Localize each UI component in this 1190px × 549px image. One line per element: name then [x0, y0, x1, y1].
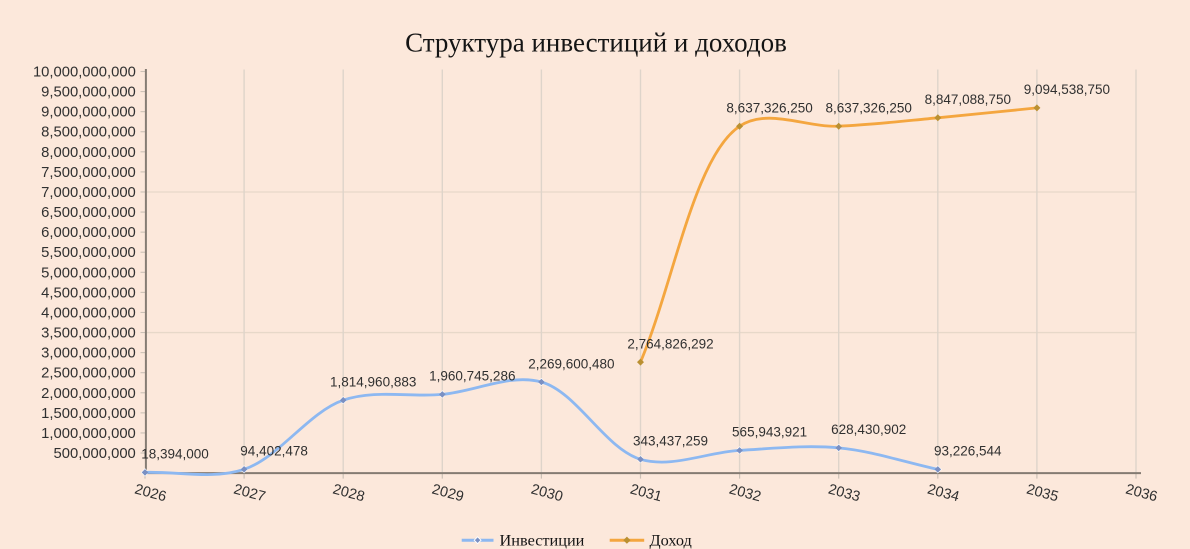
svg-text:18,394,000: 18,394,000 — [141, 447, 209, 462]
svg-text:5,500,000,000: 5,500,000,000 — [41, 245, 136, 261]
svg-text:8,847,088,750: 8,847,088,750 — [925, 92, 1011, 107]
svg-text:2,764,826,292: 2,764,826,292 — [627, 336, 713, 351]
svg-text:7,500,000,000: 7,500,000,000 — [41, 165, 136, 181]
svg-text:10,000,000,000: 10,000,000,000 — [33, 65, 136, 81]
svg-text:4,000,000,000: 4,000,000,000 — [41, 306, 136, 322]
svg-text:6,000,000,000: 6,000,000,000 — [41, 225, 136, 241]
svg-text:9,094,538,750: 9,094,538,750 — [1024, 82, 1110, 97]
svg-text:9,000,000,000: 9,000,000,000 — [41, 105, 136, 121]
svg-text:Структура инвестиций и доходов: Структура инвестиций и доходов — [405, 28, 787, 58]
svg-text:Доход: Доход — [650, 530, 692, 549]
svg-text:6,500,000,000: 6,500,000,000 — [41, 205, 136, 221]
svg-text:565,943,921: 565,943,921 — [732, 425, 807, 440]
svg-text:9,500,000,000: 9,500,000,000 — [41, 85, 136, 101]
svg-text:8,000,000,000: 8,000,000,000 — [41, 145, 136, 161]
svg-text:2,000,000,000: 2,000,000,000 — [41, 386, 136, 402]
svg-text:2,500,000,000: 2,500,000,000 — [41, 366, 136, 382]
svg-text:5,000,000,000: 5,000,000,000 — [41, 265, 136, 281]
svg-text:628,430,902: 628,430,902 — [831, 422, 906, 437]
svg-text:7,000,000,000: 7,000,000,000 — [41, 185, 136, 201]
svg-text:3,000,000,000: 3,000,000,000 — [41, 346, 136, 362]
svg-text:343,437,259: 343,437,259 — [633, 434, 708, 449]
svg-text:4,500,000,000: 4,500,000,000 — [41, 285, 136, 301]
svg-text:8,637,326,250: 8,637,326,250 — [726, 101, 812, 116]
svg-text:93,226,544: 93,226,544 — [934, 444, 1002, 459]
svg-text:3,500,000,000: 3,500,000,000 — [41, 326, 136, 342]
svg-text:8,637,326,250: 8,637,326,250 — [826, 101, 912, 116]
svg-text:8,500,000,000: 8,500,000,000 — [41, 125, 136, 141]
svg-text:1,500,000,000: 1,500,000,000 — [41, 406, 136, 422]
svg-text:500,000,000: 500,000,000 — [54, 446, 136, 462]
svg-text:2,269,600,480: 2,269,600,480 — [528, 356, 614, 371]
svg-text:Инвестиции: Инвестиции — [500, 530, 585, 549]
svg-text:1,814,960,883: 1,814,960,883 — [330, 375, 416, 390]
svg-text:1,960,745,286: 1,960,745,286 — [429, 369, 515, 384]
svg-text:94,402,478: 94,402,478 — [240, 444, 308, 459]
svg-text:1,000,000,000: 1,000,000,000 — [41, 426, 136, 442]
